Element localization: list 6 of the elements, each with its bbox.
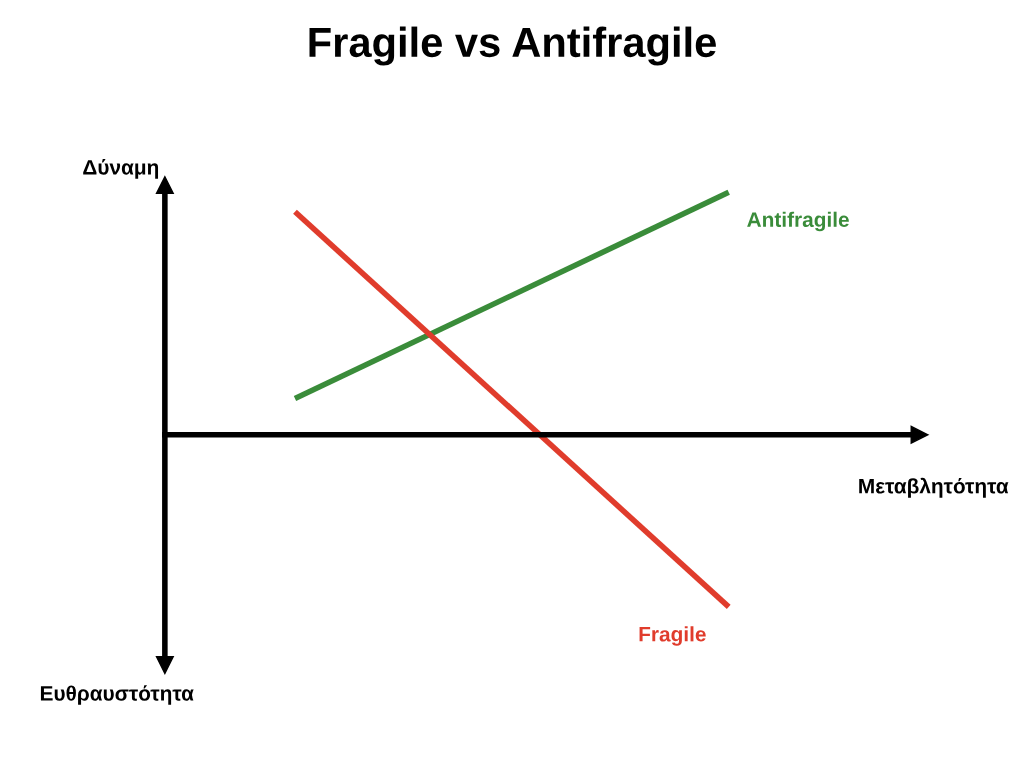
text: Ευθραυστότητα (40, 685, 194, 705)
series-label: Antifragile (747, 211, 849, 232)
x-axis-title: Μεταβλητότητα (859, 477, 1009, 498)
y-axis-title: Δύναμη (83, 159, 159, 179)
series-label: Fragile (639, 626, 706, 646)
chart-title: Fragile vs Antifragile (309, 26, 716, 66)
